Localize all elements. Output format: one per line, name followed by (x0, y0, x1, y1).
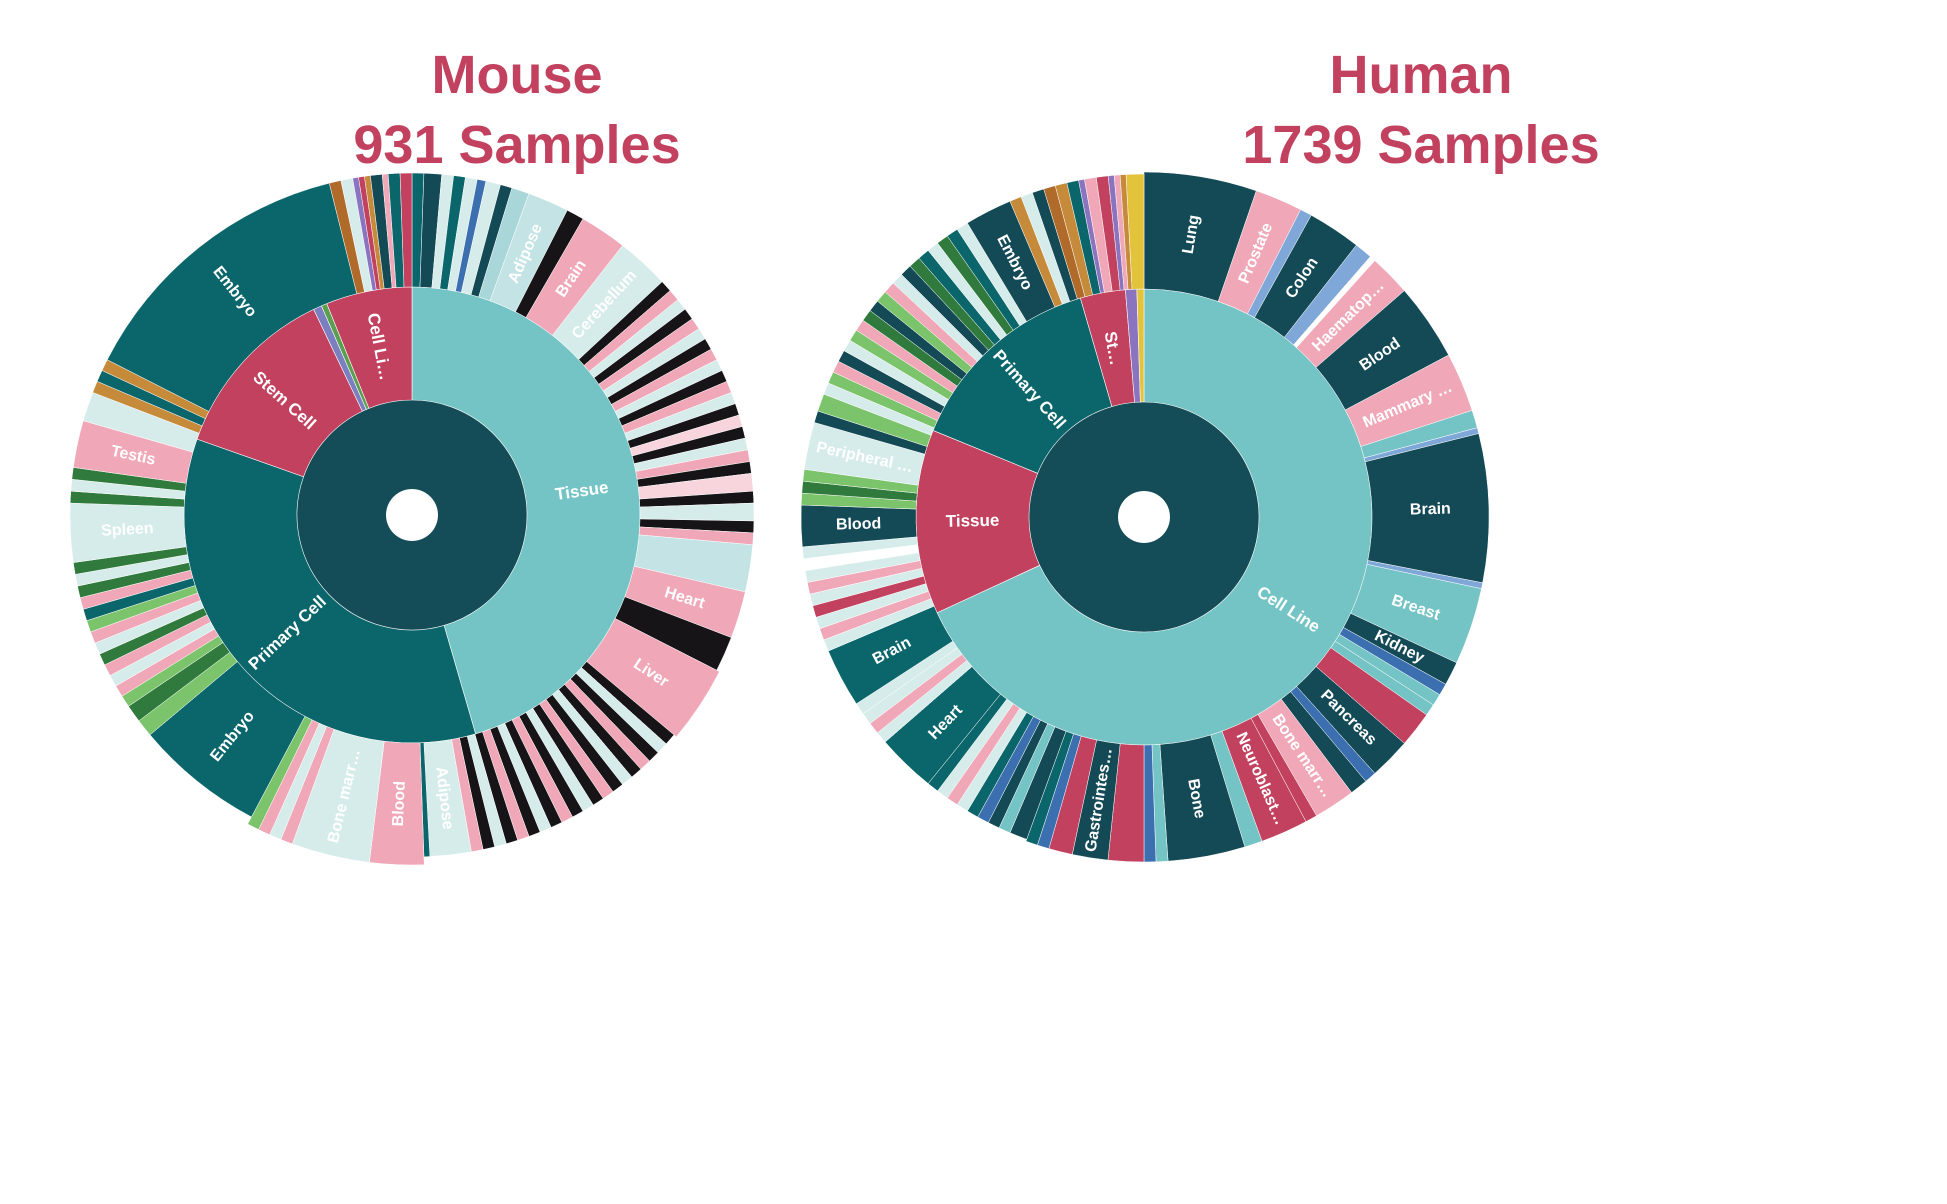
human-chart-title: Human 1739 Samples (934, 40, 1908, 180)
human-root-ring (1028, 402, 1259, 632)
mouse-outer-segment (399, 172, 413, 288)
human-outer-label: Blood (836, 515, 882, 533)
mouse-title: Mouse (431, 45, 603, 105)
mouse-subtitle: 931 Samples (353, 115, 681, 175)
mouse-outer-label: Spleen (101, 520, 154, 540)
human-outer-label: Lung (1180, 214, 1203, 255)
human-title: Human (1329, 45, 1513, 105)
mouse-root-ring (296, 400, 527, 630)
human-outer-label: Brain (1410, 500, 1451, 518)
mouse-chart-title: Mouse 931 Samples (30, 40, 1004, 180)
human-outer-segment (1125, 173, 1145, 290)
human-subtitle: 1739 Samples (1242, 115, 1600, 175)
human-inner-label: Tissue (946, 511, 1000, 531)
mouse-outer-label: Blood (390, 781, 409, 827)
